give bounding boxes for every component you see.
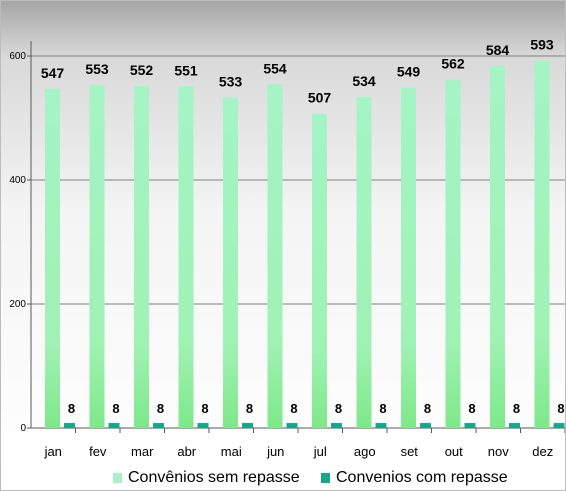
bar-sem-repasse-jan <box>45 88 60 429</box>
bar-sem-repasse-jul <box>312 113 327 428</box>
data-label-com-repasse-abr: 8 <box>201 401 208 416</box>
data-label-com-repasse-jul: 8 <box>335 401 342 416</box>
data-label-com-repasse-out: 8 <box>468 401 475 416</box>
bar-com-repasse-nov <box>509 423 520 428</box>
data-label-com-repasse-jun: 8 <box>290 401 297 416</box>
x-tick-label-fev: fev <box>89 444 107 459</box>
x-tick-label-mar: mar <box>131 444 154 459</box>
x-tick-label-nov: nov <box>488 444 509 459</box>
bar-com-repasse-jun <box>286 423 298 428</box>
x-tick-label-jun: jun <box>266 444 284 459</box>
data-label-com-repasse-dez: 8 <box>557 401 564 416</box>
data-label-com-repasse-jan: 8 <box>68 401 75 416</box>
data-label-sem-repasse-mar: 552 <box>130 62 154 78</box>
bar-com-repasse-ago <box>375 423 387 428</box>
x-tick-label-set: set <box>401 444 419 459</box>
data-label-sem-repasse-nov: 584 <box>486 42 510 58</box>
y-tick-label: 0 <box>20 423 26 434</box>
legend-item-sem-repasse: Convênios sem repasse <box>113 469 300 487</box>
data-label-com-repasse-set: 8 <box>424 401 431 416</box>
bar-sem-repasse-fev <box>89 85 105 428</box>
bar-sem-repasse-set <box>401 87 416 429</box>
bar-sem-repasse-abr <box>178 86 194 428</box>
data-label-sem-repasse-abr: 551 <box>174 62 198 78</box>
bar-com-repasse-mai <box>242 423 253 428</box>
bar-com-repasse-fev <box>108 423 120 428</box>
data-label-com-repasse-ago: 8 <box>379 401 386 416</box>
data-label-sem-repasse-dez: 593 <box>530 36 554 52</box>
legend-label-com-repasse: Convenios com repasse <box>336 469 508 486</box>
x-tick-label-jan: jan <box>44 444 62 459</box>
bar-sem-repasse-out <box>445 79 461 428</box>
x-tick-label-out: out <box>445 444 463 459</box>
data-label-sem-repasse-mai: 533 <box>219 74 243 90</box>
legend-swatch-sem-repasse <box>113 473 122 483</box>
x-tick-label-mai: mai <box>221 444 242 459</box>
legend: Convênios sem repasse Convenios com repa… <box>1 467 565 491</box>
x-tick-label-abr: abr <box>177 444 196 459</box>
legend-label-sem-repasse: Convênios sem repasse <box>128 469 300 486</box>
data-label-sem-repasse-jul: 507 <box>308 90 332 106</box>
bar-chart: 0 200 400 600 547 8 jan 553 8 fev 552 8 mar 551 8 abr 53… <box>9 36 565 459</box>
data-label-sem-repasse-jun: 554 <box>263 61 287 77</box>
legend-item-com-repasse: Convenios com repasse <box>321 469 508 487</box>
data-label-sem-repasse-ago: 534 <box>352 73 376 89</box>
bar-sem-repasse-dez <box>534 60 550 429</box>
bar-com-repasse-jan <box>64 423 75 428</box>
bar-com-repasse-dez <box>553 423 565 428</box>
data-label-sem-repasse-out: 562 <box>441 56 465 72</box>
data-label-sem-repasse-fev: 553 <box>85 61 109 77</box>
bar-sem-repasse-mar <box>134 85 149 428</box>
data-label-com-repasse-mar: 8 <box>157 401 164 416</box>
data-label-com-repasse-fev: 8 <box>112 401 119 416</box>
bar-com-repasse-out <box>464 423 476 428</box>
bar-sem-repasse-mai <box>223 97 238 428</box>
bar-com-repasse-abr <box>197 423 209 428</box>
bar-com-repasse-jul <box>331 423 342 428</box>
bar-com-repasse-mar <box>153 423 164 428</box>
data-label-sem-repasse-jan: 547 <box>41 65 65 81</box>
y-tick-label: 600 <box>9 51 26 62</box>
x-tick-label-jul: jul <box>313 444 327 459</box>
bar-com-repasse-set <box>420 423 431 428</box>
legend-swatch-com-repasse <box>321 473 330 483</box>
x-tick-label-dez: dez <box>532 444 553 459</box>
data-label-com-repasse-mai: 8 <box>246 401 253 416</box>
data-label-com-repasse-nov: 8 <box>513 401 520 416</box>
y-tick-label: 400 <box>9 175 26 186</box>
bar-sem-repasse-ago <box>356 96 372 429</box>
bar-sem-repasse-nov <box>490 65 505 429</box>
data-label-sem-repasse-set: 549 <box>397 64 421 80</box>
x-tick-label-ago: ago <box>354 444 376 459</box>
y-tick-label: 200 <box>9 299 26 310</box>
bar-sem-repasse-jun <box>267 84 283 429</box>
